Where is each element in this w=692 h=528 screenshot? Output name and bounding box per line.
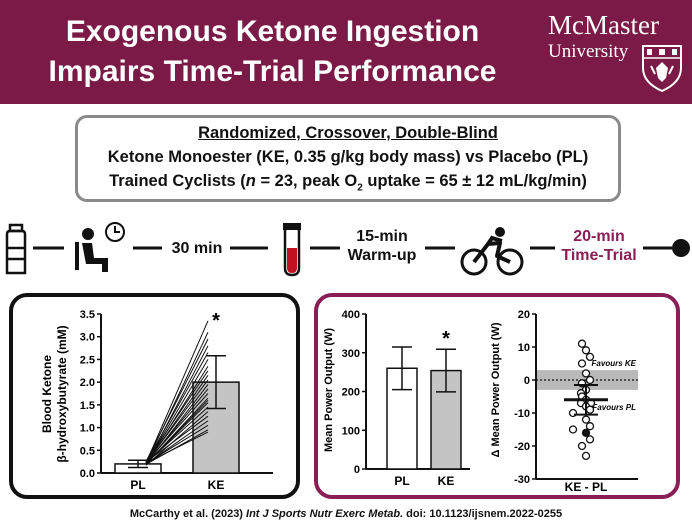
delta-tick-label: -20: [514, 441, 530, 453]
ketone-tick-label: 3.0: [80, 332, 95, 344]
study-design-box: Randomized, Crossover, Double-Blind Keto…: [75, 115, 621, 202]
delta-point: [581, 428, 591, 437]
end-dot: [672, 239, 690, 257]
delta-point: [585, 405, 595, 414]
mcmaster-logo: McMaster University: [548, 8, 686, 96]
ketone-tick-label: 1.0: [80, 423, 95, 435]
cyclist-icon: [460, 227, 524, 276]
ketone-ylabel-line1: Blood Ketone: [40, 355, 54, 433]
power-category-label: KE: [438, 474, 455, 488]
power-panel: Mean Power Output (W) Δ Mean Power Outpu…: [314, 293, 680, 499]
delta-point: [585, 375, 595, 385]
crest-icon: [642, 45, 682, 92]
wait-duration-label: 30 min: [171, 240, 223, 257]
ketone-tick-label: 0.0: [80, 468, 95, 480]
protocol-timeline: 30 min 15-min Warm-up 20-min Time-Trial: [0, 210, 692, 290]
ketone-individual-line: [145, 352, 209, 463]
ketone-individual-line: [145, 338, 209, 462]
page-title: Exogenous Ketone Ingestion Impairs Time-…: [0, 12, 545, 92]
power-tick-label: 300: [342, 348, 360, 360]
blood-tube-icon: [283, 223, 301, 277]
power-significance: *: [442, 328, 450, 350]
delta-point: [577, 441, 587, 451]
ketone-tick-label: 2.5: [80, 354, 95, 366]
power-tick-label: 200: [342, 387, 360, 399]
design-line-2: Ketone Monoester (KE, 0.35 g/kg body mas…: [107, 148, 589, 166]
timeline-graphic: [5, 222, 690, 277]
ketone-individual-line: [145, 379, 209, 464]
ketone-individual-line: [145, 424, 209, 464]
delta-tick-label: -30: [514, 474, 530, 486]
title-line-1: Exogenous Ketone Ingestion: [65, 15, 480, 48]
power-category-label: PL: [394, 474, 409, 488]
ketone-tick-label: 0.5: [80, 445, 95, 457]
ketone-tick-label: 3.5: [80, 309, 95, 321]
time-trial-label: 20-min Time-Trial: [561, 228, 637, 264]
delta-point: [581, 369, 591, 378]
power-tick-label: 100: [342, 425, 360, 437]
delta-xlabel: KE - PL: [565, 480, 608, 494]
title-line-2: Impairs Time-Trial Performance: [48, 55, 497, 88]
ketone-chart: Blood Ketone β-hydroxybutyrate (mM) 0.0 0…: [40, 309, 273, 492]
bottle-icon: [5, 223, 27, 275]
logo-name: McMaster: [548, 10, 659, 40]
design-line-3: Trained Cyclists (n = 23, peak O2 uptake…: [109, 172, 587, 194]
ketone-panel: Blood Ketone β-hydroxybutyrate (mM) 0.0 0…: [9, 293, 300, 499]
delta-point: [581, 451, 591, 461]
ketone-category-label: PL: [130, 478, 145, 492]
logo-subtitle: University: [548, 41, 629, 62]
favours-pl-label: Favours PL: [592, 403, 636, 412]
ketone-individual-line: [145, 320, 209, 464]
delta-point: [581, 415, 591, 424]
delta-tick-label: 10: [518, 342, 530, 354]
ketone-ylabel-line2: β-hydroxybutyrate (mM): [55, 325, 69, 462]
ketone-individual-line: [145, 415, 209, 463]
ketone-individual-line: [145, 431, 209, 464]
ketone-category-label: KE: [208, 478, 225, 492]
power-tick-label: 400: [342, 309, 360, 321]
ketone-individual-line: [145, 393, 209, 463]
delta-point: [568, 425, 578, 434]
header-banner: Exogenous Ketone Ingestion Impairs Time-…: [0, 0, 692, 104]
delta-ylabel: Δ Mean Power Output (W): [490, 322, 502, 457]
ketone-significance: *: [212, 310, 220, 332]
delta-tick-label: 20: [518, 309, 530, 321]
power-tick-label: 0: [354, 464, 360, 476]
ketone-individual-line: [145, 399, 209, 465]
favours-ke-label: Favours KE: [592, 359, 637, 368]
ketone-individual-line: [145, 370, 209, 463]
ketone-tick-label: 1.5: [80, 400, 95, 412]
seated-person-clock-icon: [75, 222, 125, 272]
power-ylabel: Mean Power Output (W): [323, 328, 335, 452]
ketone-individual-line: [145, 365, 209, 465]
citation: McCarthy et al. (2023) Int J Sports Nutr…: [129, 508, 563, 520]
delta-tick-label: 0: [524, 375, 530, 387]
power-chart: Mean Power Output (W) Δ Mean Power Outpu…: [323, 309, 638, 494]
design-line-1: Randomized, Crossover, Double-Blind: [198, 124, 498, 142]
ketone-tick-label: 2.0: [80, 377, 95, 389]
delta-point: [581, 346, 591, 355]
delta-point: [585, 422, 595, 431]
delta-point: [585, 352, 595, 362]
delta-point: [577, 339, 587, 348]
delta-tick-label: -10: [514, 408, 530, 420]
delta-point: [577, 359, 587, 368]
delta-point: [585, 435, 595, 444]
warmup-label: 15-min Warm-up: [347, 228, 417, 264]
